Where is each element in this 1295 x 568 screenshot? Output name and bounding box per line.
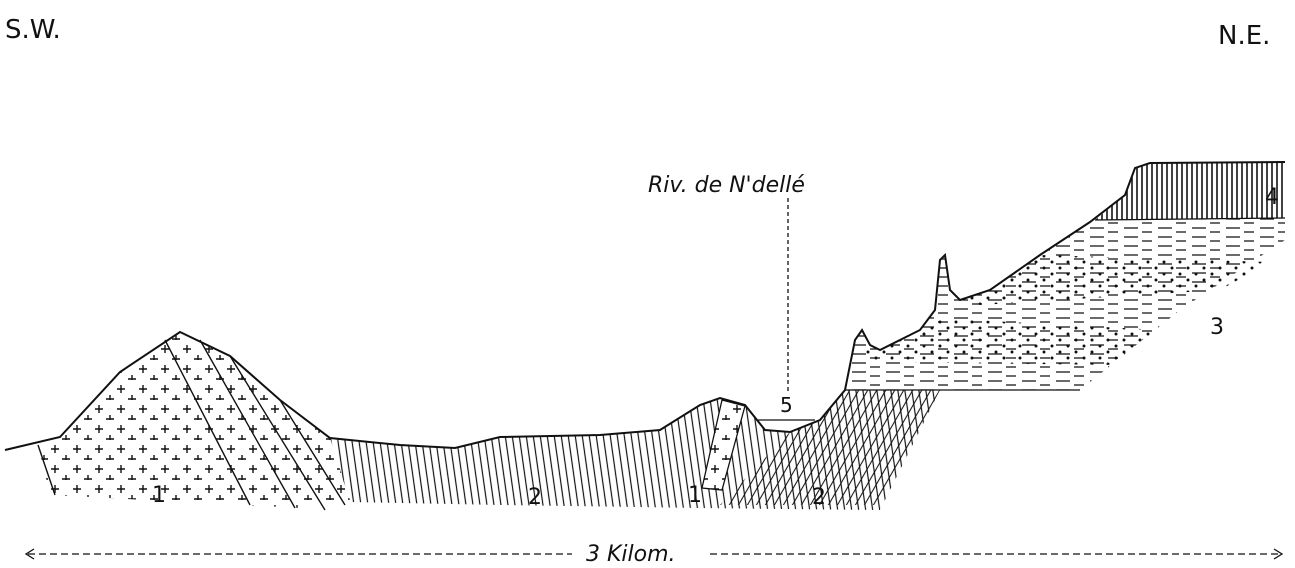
scale-label: 3 Kilom.	[586, 542, 676, 567]
formation-label-4: 4	[1265, 185, 1279, 210]
scale-arrow-right-icon	[1273, 548, 1284, 560]
formation-label-2-center: 2	[812, 485, 826, 510]
orientation-northeast: N.E.	[1218, 21, 1270, 51]
formation-4-plateau	[1095, 162, 1285, 220]
formation-1-granite-left	[38, 332, 350, 508]
formation-label-5: 5	[780, 393, 793, 417]
formation-1-dip-lines	[37, 339, 346, 511]
formation-2-right-diagonal	[720, 390, 940, 505]
formation-label-1-center: 1	[688, 483, 702, 508]
formation-label-3: 3	[1210, 315, 1224, 340]
ground-profile-line	[4, 161, 1286, 451]
formation-label-1-left: 1	[152, 483, 166, 508]
formation-3-dotted-bands	[860, 255, 1270, 365]
formation-1-center-fill	[702, 400, 745, 490]
formation-boundaries	[845, 217, 1286, 391]
formation-label-2-left: 2	[528, 485, 542, 510]
river-label: Riv. de N'dellé	[648, 173, 805, 198]
scale-arrow-left-icon	[24, 548, 35, 560]
orientation-southwest: S.W.	[5, 15, 61, 45]
